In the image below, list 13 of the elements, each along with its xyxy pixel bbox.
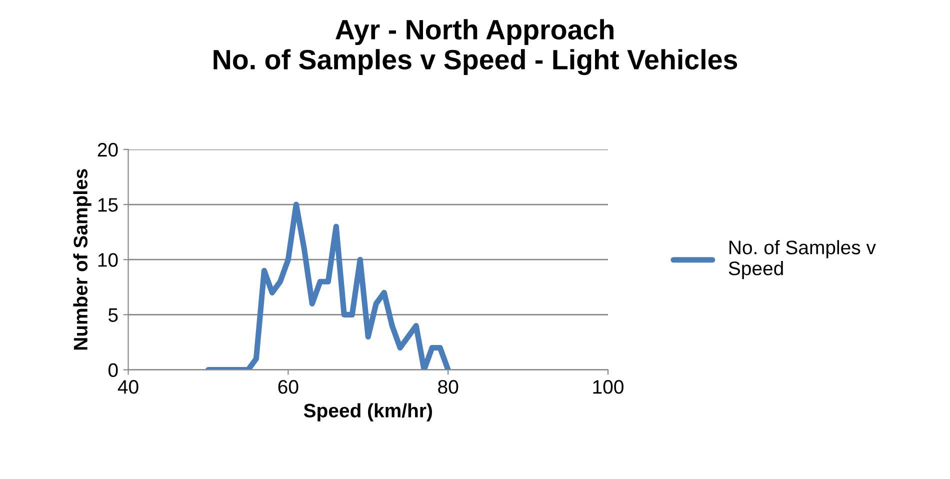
x-tick-label: 100 [593,380,624,394]
y-tick-label: 20 [98,142,118,157]
y-tick-label: 15 [98,198,118,212]
y-tick-label: 5 [108,308,118,322]
x-tick-label: 60 [278,380,298,394]
y-axis-title: Number of Samples [73,169,92,350]
x-tick-label: 40 [118,380,138,394]
y-tick-label: 10 [98,253,118,267]
x-axis-title: Speed (km/hr) [304,403,432,422]
x-tick-label: 80 [438,380,458,394]
y-tick-label: 0 [108,363,118,378]
chart-title: Ayr - North Approach No. of Samples v Speed - Light Vehicles [214,19,738,76]
legend-label: No. of Samples v Speed [728,240,876,280]
